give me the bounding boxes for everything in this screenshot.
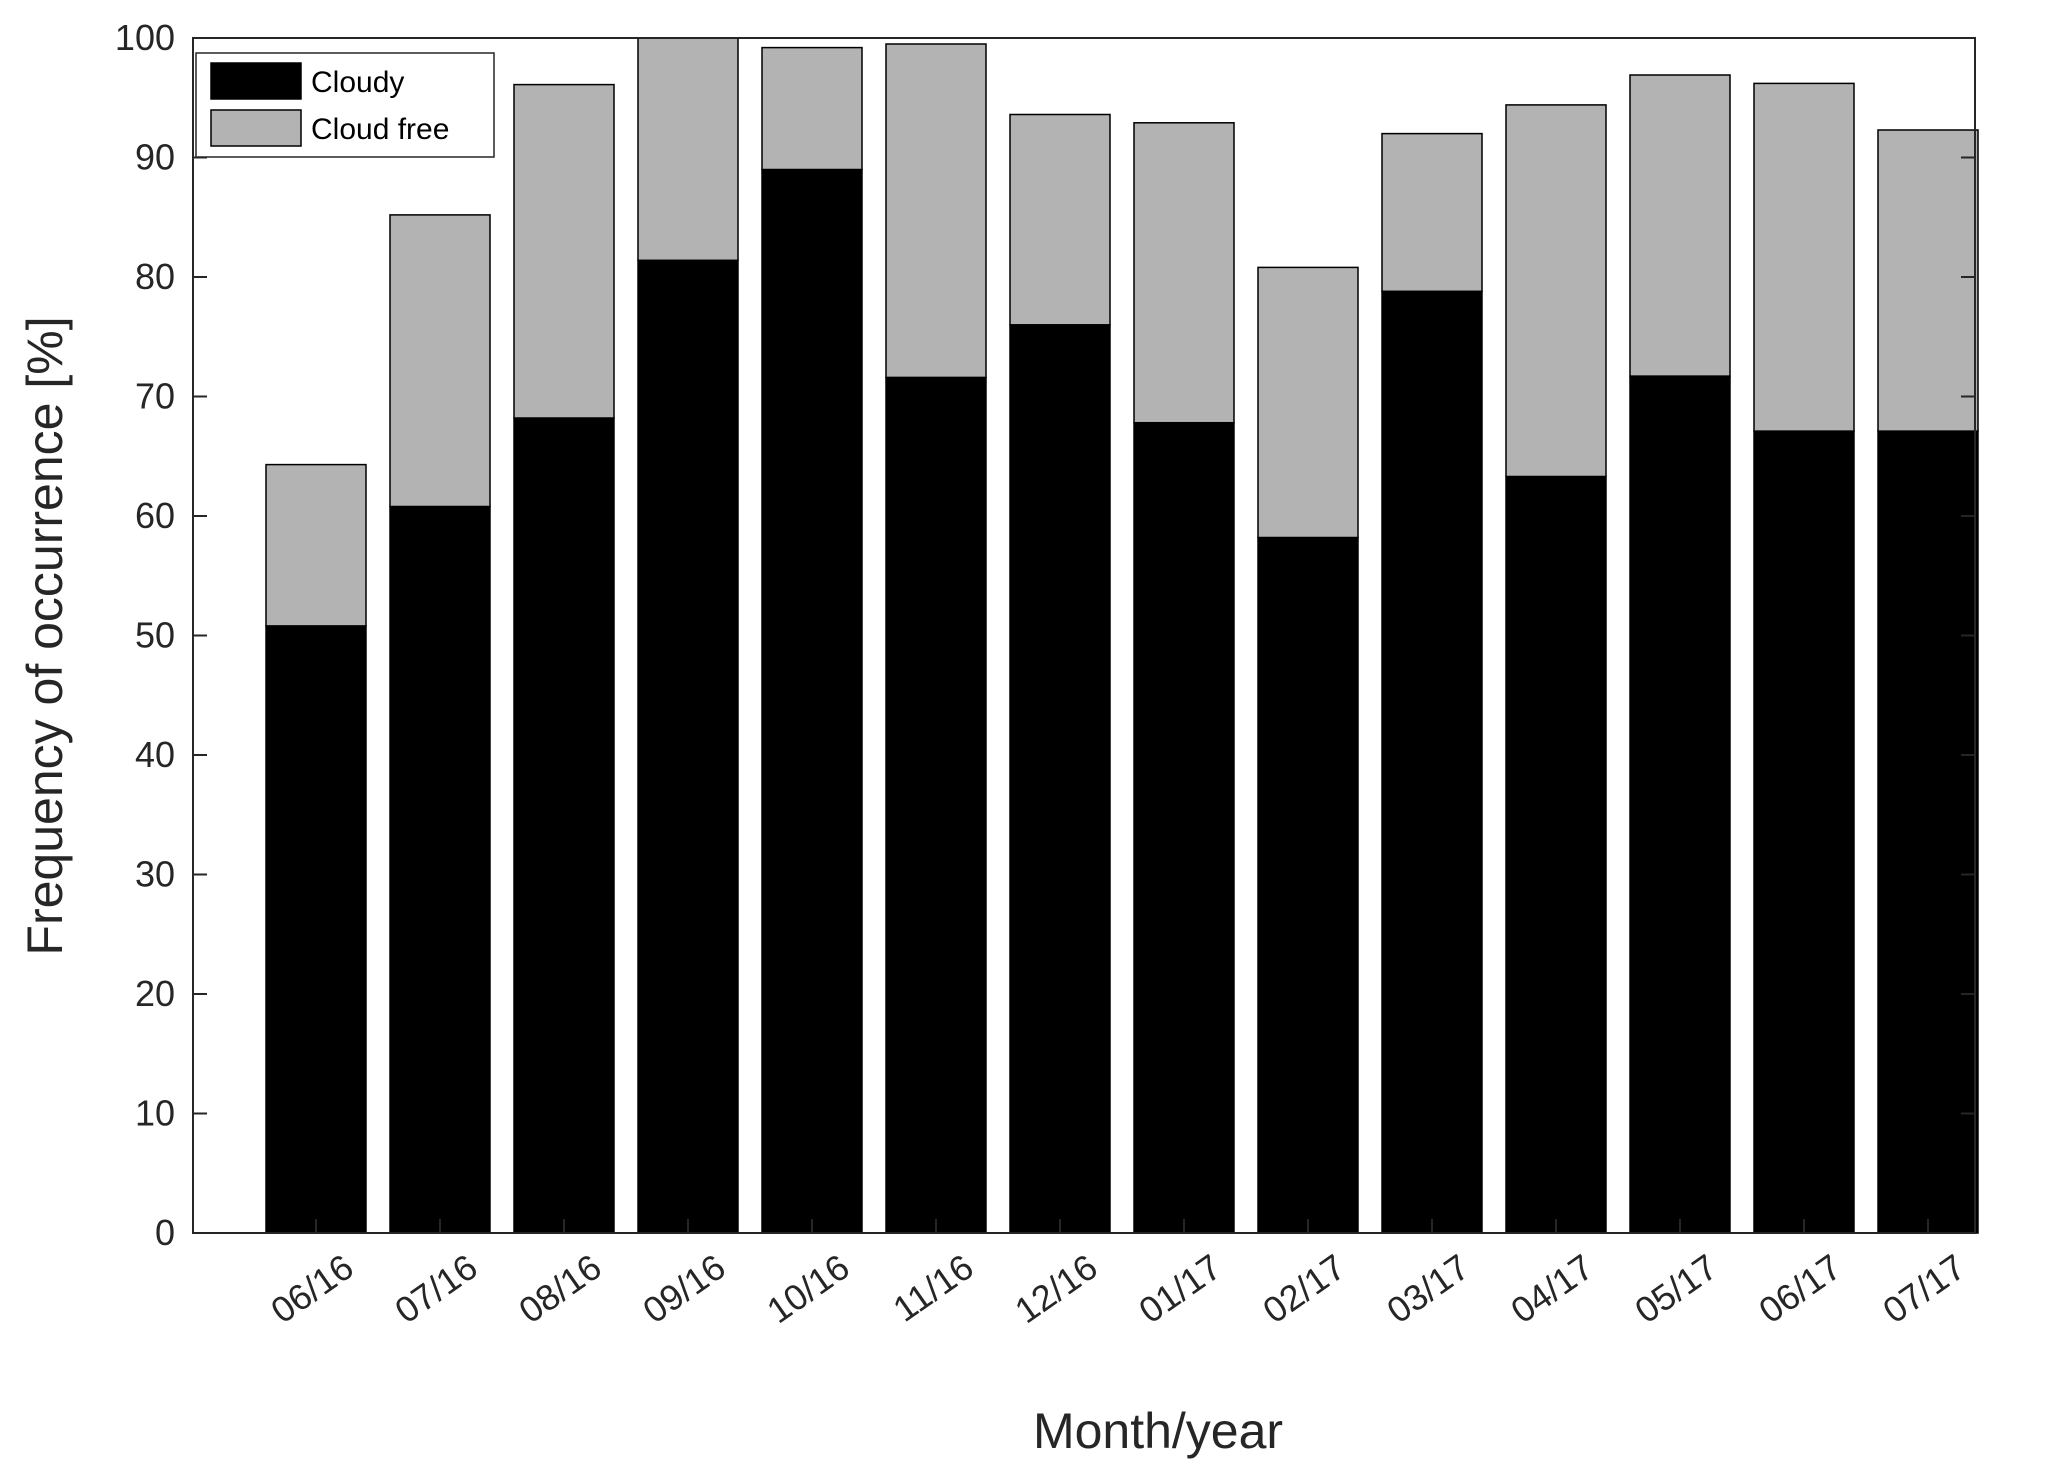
y-tick-label: 70 — [135, 376, 175, 417]
y-tick-label: 0 — [155, 1212, 175, 1253]
x-tick-label: 08/16 — [511, 1246, 608, 1331]
x-tick-label: 12/16 — [1007, 1246, 1104, 1331]
bar-cloud-free-09-16 — [637, 37, 739, 262]
bar-cloud-free-08-16 — [513, 83, 615, 419]
x-tick-label: 10/16 — [759, 1246, 856, 1331]
bar-cloud-free-03-17 — [1381, 132, 1483, 293]
bar-cloud-free-05-17 — [1629, 74, 1731, 377]
bar-cloudy-05-17 — [1629, 375, 1731, 1234]
bar-cloudy-07-16 — [389, 505, 491, 1234]
bar-cloud-free-11-16 — [885, 43, 987, 379]
bar-cloudy-12-16 — [1009, 324, 1111, 1234]
bar-cloudy-08-16 — [513, 417, 615, 1234]
x-tick-label: 02/17 — [1255, 1246, 1352, 1331]
x-tick-label: 05/17 — [1627, 1246, 1724, 1331]
x-tick-label: 01/17 — [1131, 1246, 1228, 1331]
legend-label-cloudy: Cloudy — [311, 66, 404, 99]
y-tick-label: 20 — [135, 973, 175, 1014]
legend-label-cloud-free: Cloud free — [311, 113, 449, 146]
bar-cloud-free-06-17 — [1753, 82, 1855, 432]
bar-cloudy-01-17 — [1133, 422, 1235, 1234]
bar-cloud-free-01-17 — [1133, 122, 1235, 424]
bar-cloudy-02-17 — [1257, 536, 1359, 1234]
x-tick-label: 11/16 — [885, 1246, 980, 1330]
bar-cloudy-07-17 — [1877, 430, 1979, 1234]
bar-cloud-free-02-17 — [1257, 266, 1359, 539]
x-tick-label: 07/16 — [387, 1246, 484, 1331]
bar-cloudy-09-16 — [637, 259, 739, 1234]
x-tick-label: 03/17 — [1379, 1246, 1476, 1331]
legend: Cloudy Cloud free — [195, 52, 495, 158]
y-axis-title: Frequency of occurrence [%] — [17, 316, 73, 955]
bar-cloud-free-07-16 — [389, 214, 491, 508]
bar-cloud-free-06-16 — [265, 463, 367, 627]
bar-cloudy-06-16 — [265, 625, 367, 1234]
bar-cloud-free-12-16 — [1009, 113, 1111, 326]
x-tick-label: 09/16 — [635, 1246, 732, 1331]
y-tick-label: 100 — [115, 17, 175, 58]
bar-cloudy-10-16 — [761, 168, 863, 1234]
x-axis-title: Month/year — [1033, 1403, 1283, 1459]
bar-cloudy-11-16 — [885, 376, 987, 1234]
x-tick-label: 04/17 — [1503, 1246, 1600, 1331]
x-tick-label: 06/17 — [1751, 1246, 1848, 1331]
y-tick-label: 50 — [135, 615, 175, 656]
y-tick-label: 80 — [135, 256, 175, 297]
bar-cloudy-06-17 — [1753, 430, 1855, 1234]
bar-cloud-free-07-17 — [1877, 129, 1979, 432]
bar-cloudy-03-17 — [1381, 290, 1483, 1234]
y-tick-label: 40 — [135, 734, 175, 775]
y-tick-label: 30 — [135, 854, 175, 895]
legend-swatch-cloud-free — [210, 109, 302, 147]
y-tick-label: 90 — [135, 137, 175, 178]
legend-swatch-cloudy — [210, 62, 302, 100]
bar-cloudy-04-17 — [1505, 475, 1607, 1234]
y-tick-label: 60 — [135, 495, 175, 536]
y-tick-label: 10 — [135, 1093, 175, 1134]
x-tick-label: 06/16 — [263, 1246, 360, 1331]
bar-cloud-free-04-17 — [1505, 104, 1607, 478]
bar-cloud-free-10-16 — [761, 46, 863, 171]
bars-layer — [265, 37, 1979, 1234]
x-tick-label: 07/17 — [1875, 1246, 1972, 1331]
